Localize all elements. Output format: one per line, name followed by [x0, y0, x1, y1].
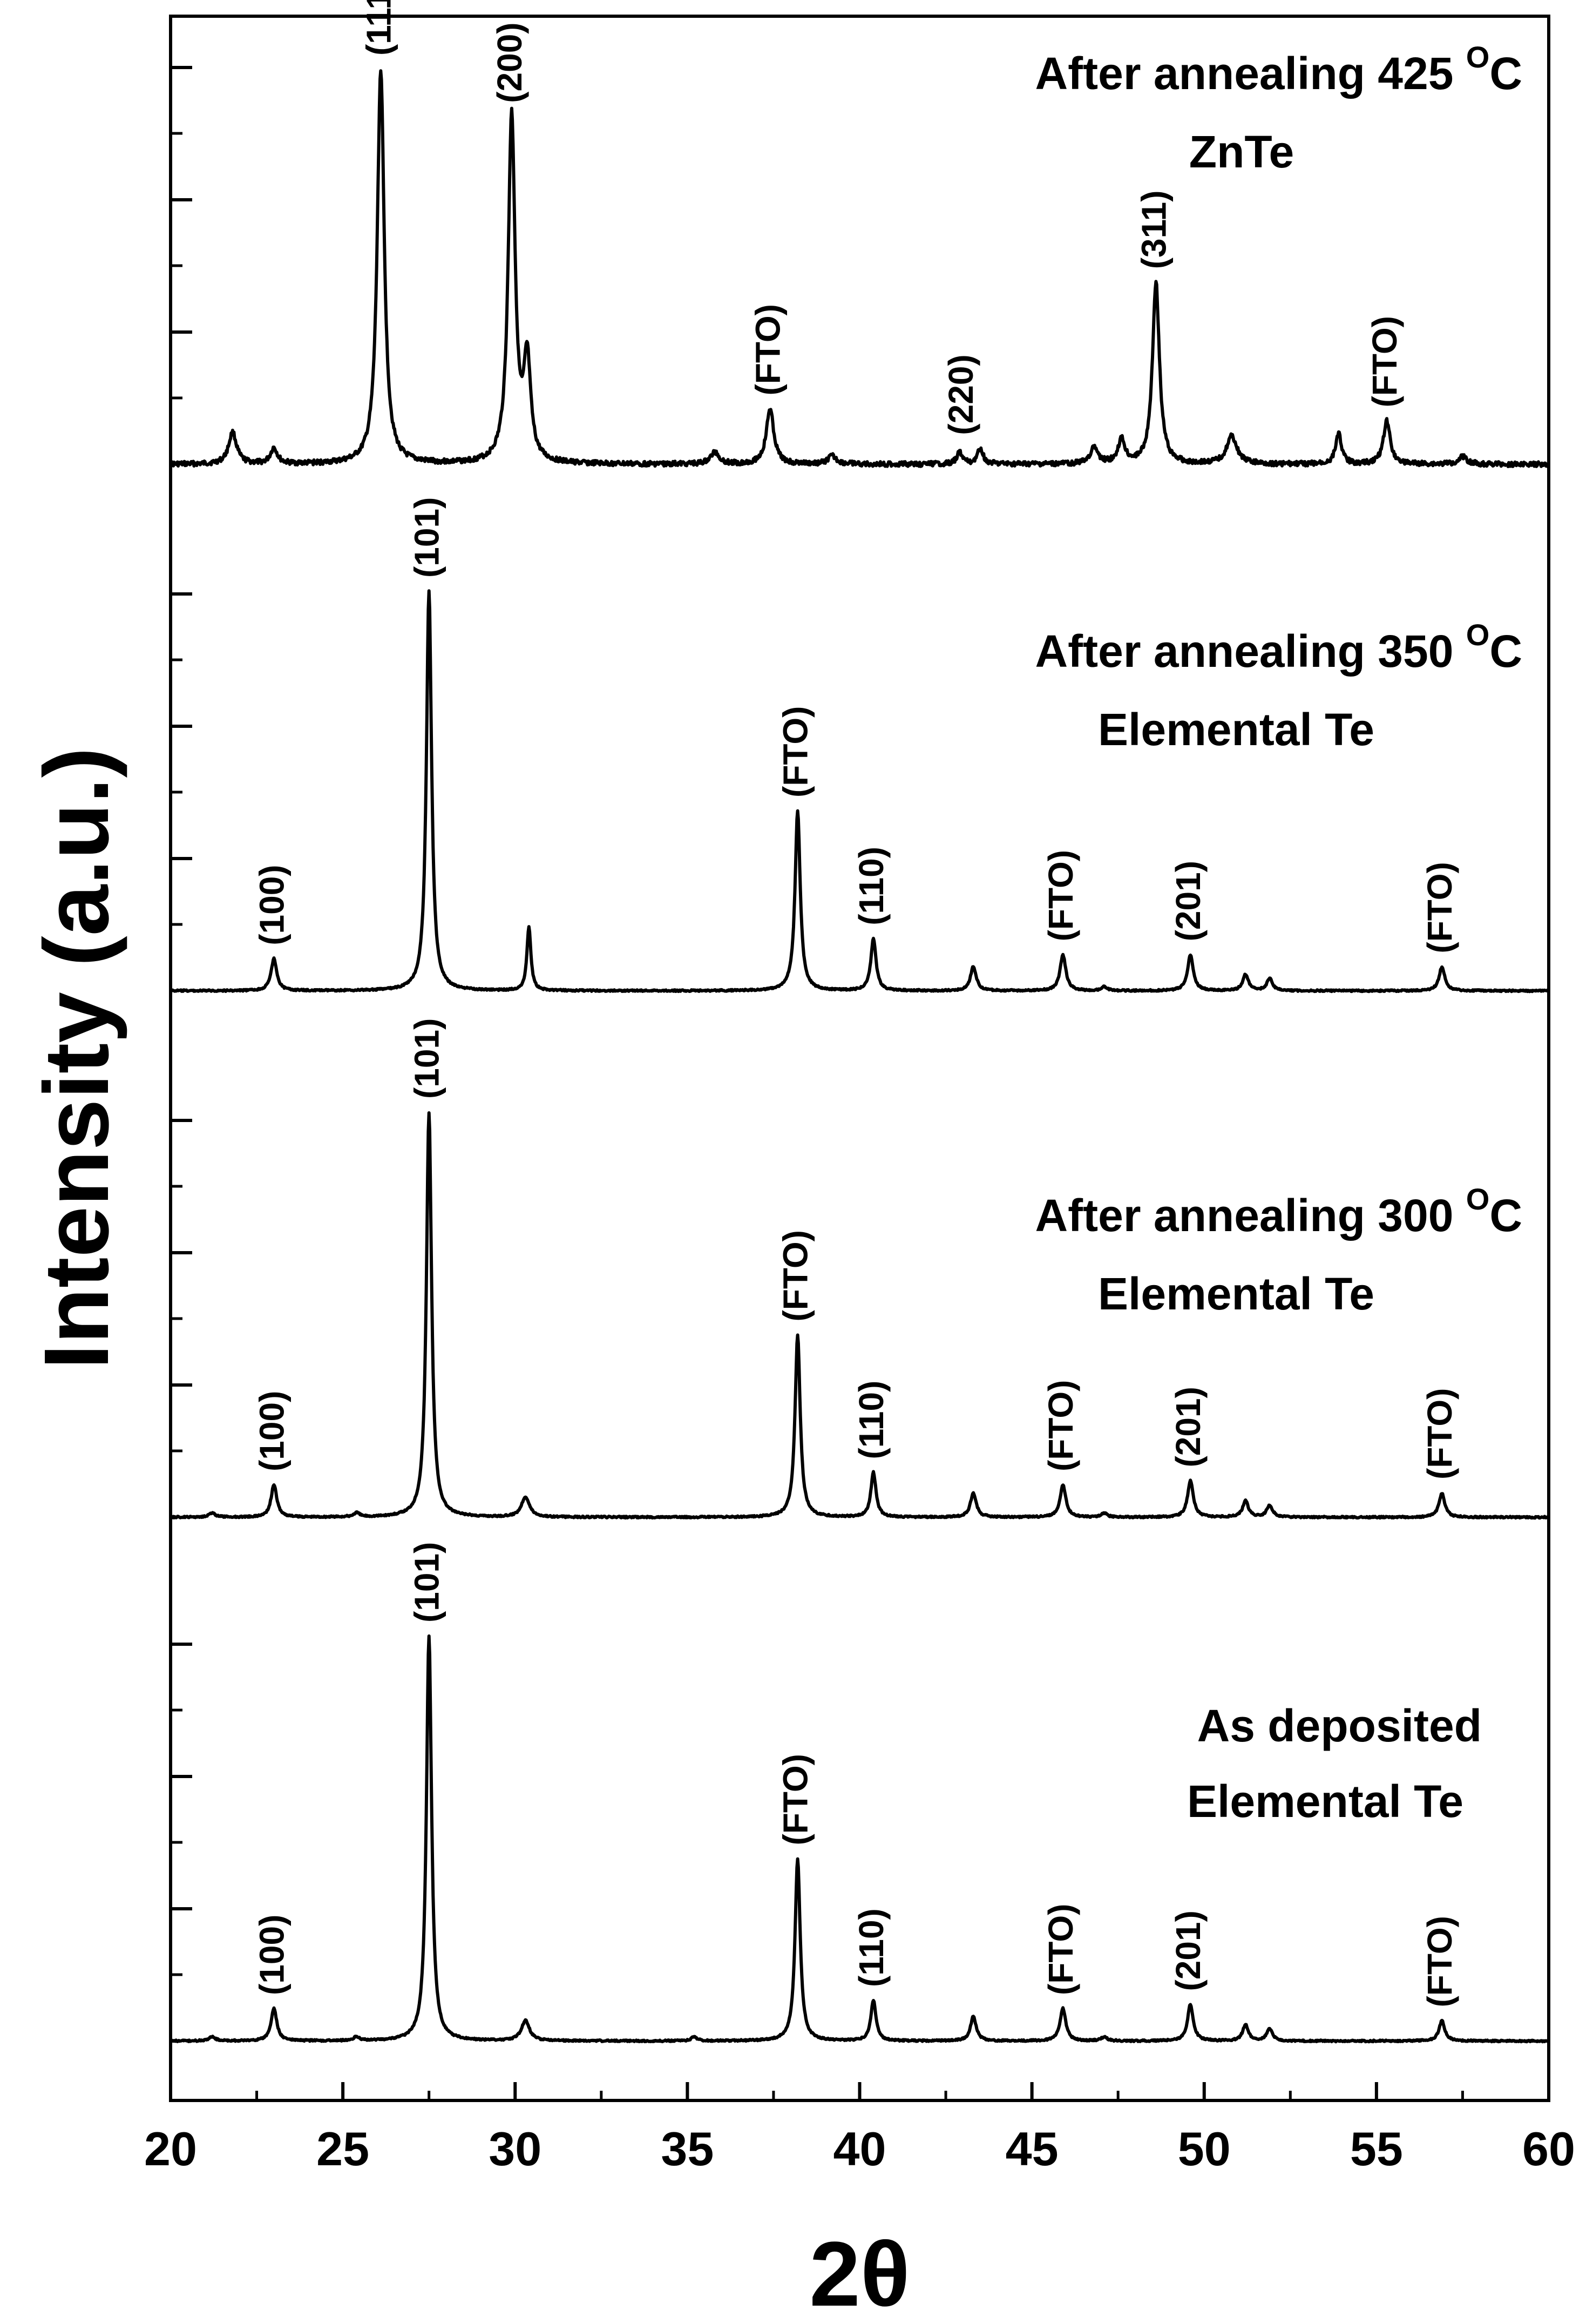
x-tick-label: 55	[1350, 2122, 1403, 2176]
panel-label-unit: C	[1489, 1190, 1522, 1241]
peak-label: (100)	[253, 1391, 292, 1471]
panel-label-unit: C	[1489, 48, 1522, 99]
panel-2: (100) (101) (FTO) (110) (FTO) (201) (FTO) After…	[169, 497, 1550, 994]
x-tick-label: 40	[833, 2122, 886, 2176]
x-tick-label: 30	[489, 2122, 541, 2176]
x-tick-label: 45	[1006, 2122, 1059, 2176]
peak-label: (FTO)	[776, 1230, 815, 1321]
diffraction-trace	[169, 1634, 1550, 2044]
peak-label: (110)	[852, 1381, 891, 1460]
panel-label-text: After annealing 425	[1035, 48, 1466, 99]
peak-label: (201)	[1169, 861, 1208, 941]
peak-label: (FTO)	[1041, 850, 1080, 941]
panel-4: (100) (101) (FTO) (110) (FTO) (201) (FTO) As de…	[169, 1542, 1550, 2044]
panel-3: (100) (101) (FTO) (110) (FTO) (201) (FTO) After…	[170, 1018, 1550, 1520]
peak-label: (FTO)	[776, 706, 815, 798]
peak-label: (FTO)	[1041, 1380, 1080, 1471]
peak-label: (100)	[253, 864, 292, 945]
panel-label-text: After annealing 300	[1035, 1190, 1466, 1241]
panel-label-line2: Elemental Te	[1098, 1268, 1374, 1319]
x-axis-ticks: 20 25 30 35 40 45 50 55 60	[144, 2082, 1575, 2176]
panel-label-line1: As deposited	[1197, 1700, 1482, 1751]
x-tick-label: 35	[661, 2122, 714, 2176]
panel-label-superscript: O	[1466, 1182, 1490, 1216]
peak-label: (201)	[1169, 1387, 1208, 1467]
peak-label: (110)	[852, 847, 891, 925]
x-tick-label: 50	[1178, 2122, 1231, 2176]
peak-label: (101)	[408, 1018, 446, 1099]
panel-label-line2: Elemental Te	[1187, 1776, 1463, 1827]
panel-label-unit: C	[1489, 626, 1522, 677]
diffraction-trace	[170, 1111, 1550, 1520]
y-axis-title: Intensity (a.u.)	[25, 747, 128, 1369]
peak-label: (220)	[941, 354, 980, 435]
panel-label-text: After annealing 350	[1035, 626, 1466, 677]
panels-layer: (111) (200) (FTO) (220) (311) (FTO) After anne…	[169, 0, 1550, 2044]
diffraction-trace	[170, 69, 1550, 468]
panel-label-line1: After annealing 300 OC	[1035, 1182, 1522, 1241]
peak-label: (200)	[490, 22, 529, 103]
x-tick-label: 60	[1522, 2122, 1575, 2176]
panel-label-superscript: O	[1466, 618, 1490, 652]
panel-label-line1: After annealing 425 OC	[1035, 40, 1522, 99]
x-tick-label: 20	[144, 2122, 197, 2176]
peak-label: (101)	[408, 1542, 446, 1623]
panel-1: (111) (200) (FTO) (220) (311) (FTO) After anne…	[170, 0, 1550, 468]
panel-label-line2: Elemental Te	[1098, 704, 1374, 755]
x-axis-title: 2θ	[809, 2223, 910, 2324]
panel-label-text: As deposited	[1197, 1700, 1482, 1751]
peak-label: (FTO)	[776, 1754, 815, 1845]
diffraction-trace	[169, 589, 1550, 994]
peak-label: (FTO)	[1041, 1904, 1080, 1995]
peak-label: (FTO)	[749, 304, 788, 395]
peak-label: (FTO)	[1420, 1388, 1459, 1479]
peak-label: (100)	[253, 1915, 292, 1995]
panel-label-line2: ZnTe	[1189, 126, 1294, 177]
peak-label: (FTO)	[1365, 316, 1404, 407]
peak-label: (101)	[408, 497, 446, 578]
peak-label: (FTO)	[1420, 862, 1459, 953]
peak-label: (111)	[359, 0, 398, 56]
peak-label: (110)	[852, 1908, 891, 1987]
panel-label-superscript: O	[1466, 40, 1490, 74]
peak-label: (311)	[1134, 190, 1173, 269]
peak-label: (201)	[1169, 1910, 1208, 1991]
panel-label-line1: After annealing 350 OC	[1035, 618, 1522, 677]
x-tick-label: 25	[316, 2122, 369, 2176]
peak-label: (FTO)	[1420, 1916, 1459, 2007]
